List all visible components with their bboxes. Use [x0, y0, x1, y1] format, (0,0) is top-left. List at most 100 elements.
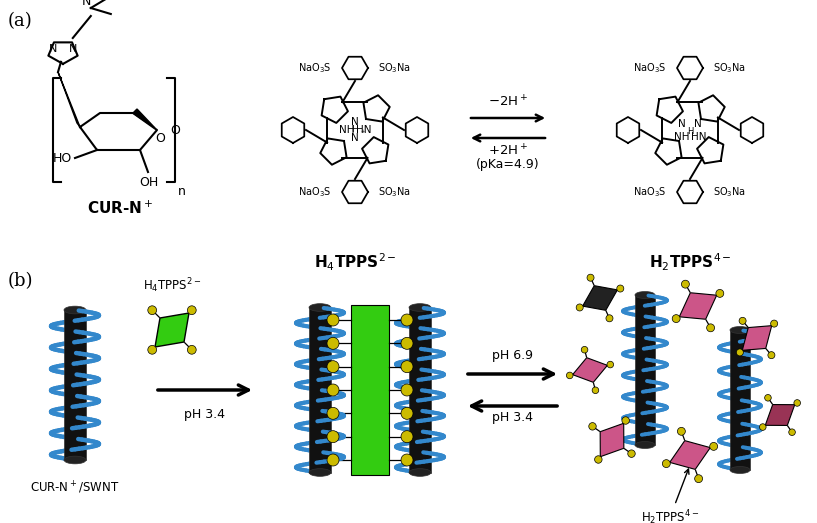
- Circle shape: [327, 430, 339, 442]
- Text: H: H: [687, 127, 693, 136]
- Circle shape: [768, 351, 775, 359]
- Text: (a): (a): [8, 12, 33, 30]
- Ellipse shape: [635, 441, 655, 449]
- Ellipse shape: [64, 456, 86, 464]
- Ellipse shape: [635, 291, 655, 299]
- Text: HO: HO: [53, 153, 72, 165]
- Text: CUR-N$^+$: CUR-N$^+$: [87, 200, 154, 217]
- Text: pH 3.4: pH 3.4: [492, 411, 533, 424]
- Text: OH: OH: [140, 176, 158, 189]
- Circle shape: [770, 320, 778, 327]
- Circle shape: [672, 315, 680, 323]
- Circle shape: [663, 460, 670, 468]
- Circle shape: [327, 314, 339, 326]
- Text: N: N: [49, 44, 57, 54]
- Text: O: O: [155, 131, 165, 144]
- Circle shape: [694, 475, 703, 483]
- Circle shape: [606, 315, 613, 322]
- Text: N: N: [351, 117, 359, 127]
- Bar: [409, 308, 431, 472]
- Circle shape: [576, 304, 583, 311]
- Circle shape: [401, 384, 413, 396]
- Ellipse shape: [409, 469, 431, 476]
- Text: SO$_3$Na: SO$_3$Na: [378, 61, 412, 75]
- Text: CUR-N$^+$/SWNT: CUR-N$^+$/SWNT: [30, 480, 120, 496]
- Bar: [309, 308, 331, 472]
- Circle shape: [148, 306, 157, 315]
- Text: H$_4$TPPS$^{2-}$: H$_4$TPPS$^{2-}$: [314, 252, 396, 274]
- Text: H$_4$TPPS$^{2-}$: H$_4$TPPS$^{2-}$: [143, 276, 201, 295]
- Ellipse shape: [730, 326, 750, 334]
- Circle shape: [187, 306, 196, 315]
- Circle shape: [595, 456, 602, 463]
- Circle shape: [401, 430, 413, 442]
- Text: O: O: [170, 123, 180, 137]
- Polygon shape: [679, 293, 717, 319]
- Circle shape: [566, 372, 573, 379]
- Circle shape: [327, 361, 339, 373]
- Text: H$_2$TPPS$^{4-}$: H$_2$TPPS$^{4-}$: [649, 252, 731, 274]
- Text: pH 3.4: pH 3.4: [185, 408, 225, 421]
- Circle shape: [327, 384, 339, 396]
- Bar: [730, 330, 750, 470]
- Circle shape: [681, 280, 690, 288]
- Polygon shape: [670, 440, 710, 469]
- Text: SO$_3$Na: SO$_3$Na: [713, 185, 747, 199]
- Circle shape: [622, 417, 629, 424]
- Text: pH 6.9: pH 6.9: [492, 349, 533, 362]
- Text: N: N: [351, 133, 359, 143]
- Text: (b): (b): [8, 272, 33, 290]
- Text: n: n: [178, 185, 186, 198]
- Text: SO$_3$Na: SO$_3$Na: [378, 185, 412, 199]
- Circle shape: [739, 317, 746, 324]
- Circle shape: [148, 345, 157, 354]
- Polygon shape: [583, 286, 618, 310]
- Text: N: N: [678, 119, 685, 129]
- Circle shape: [581, 346, 588, 353]
- Circle shape: [327, 337, 339, 349]
- Text: SO$_3$Na: SO$_3$Na: [713, 61, 747, 75]
- Circle shape: [587, 274, 594, 281]
- Polygon shape: [573, 358, 607, 382]
- Text: $-$2H$^+$: $-$2H$^+$: [488, 95, 528, 110]
- Text: NaO$_3$S: NaO$_3$S: [633, 61, 667, 75]
- Text: HN: HN: [355, 125, 371, 135]
- Text: H: H: [351, 126, 359, 134]
- Bar: [64, 310, 86, 460]
- Text: $^+$: $^+$: [359, 129, 365, 135]
- Circle shape: [607, 361, 614, 368]
- Circle shape: [677, 427, 685, 435]
- Polygon shape: [600, 423, 624, 457]
- Text: N: N: [694, 119, 703, 129]
- Ellipse shape: [730, 467, 750, 473]
- Circle shape: [327, 454, 339, 466]
- Text: NaO$_3$S: NaO$_3$S: [298, 185, 332, 199]
- Circle shape: [592, 387, 599, 394]
- Ellipse shape: [409, 304, 431, 311]
- Ellipse shape: [309, 304, 331, 311]
- Bar: [351, 305, 389, 475]
- Circle shape: [760, 424, 766, 430]
- Circle shape: [617, 285, 624, 292]
- Text: H$_2$TPPS$^{4-}$: H$_2$TPPS$^{4-}$: [641, 469, 699, 523]
- Circle shape: [788, 429, 795, 436]
- Circle shape: [401, 314, 413, 326]
- Circle shape: [707, 324, 715, 332]
- Text: N: N: [69, 44, 77, 54]
- Circle shape: [794, 400, 801, 406]
- Circle shape: [401, 407, 413, 419]
- Circle shape: [710, 442, 717, 450]
- Text: NaO$_3$S: NaO$_3$S: [633, 185, 667, 199]
- Polygon shape: [133, 109, 155, 128]
- Polygon shape: [155, 313, 189, 347]
- Text: NaO$_3$S: NaO$_3$S: [298, 61, 332, 75]
- Polygon shape: [58, 72, 80, 127]
- Circle shape: [401, 361, 413, 373]
- Circle shape: [401, 337, 413, 349]
- Polygon shape: [766, 405, 795, 425]
- Circle shape: [327, 407, 339, 419]
- Text: NH: NH: [674, 132, 690, 142]
- Circle shape: [589, 423, 596, 430]
- Text: HN: HN: [690, 132, 706, 142]
- Circle shape: [187, 345, 196, 354]
